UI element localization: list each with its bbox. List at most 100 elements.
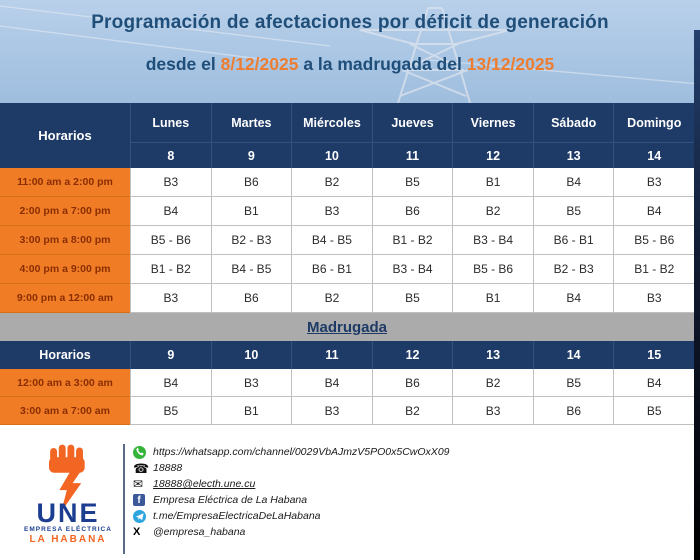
phone-contact: ☎ 18888: [133, 460, 450, 476]
une-city-line: LA HABANA: [29, 534, 107, 545]
block-cell: B5: [371, 284, 453, 313]
schedule-table: Horarios Lunes 8 Martes 9 Miércoles 10 J…: [0, 103, 695, 425]
block-cell: B6: [532, 397, 614, 425]
table-row: 4:00 pm a 9:00 pm B1 - B2 B4 - B5 B6 - B…: [0, 255, 695, 284]
table-row: 9:00 pm a 12:00 am B3 B6 B2 B5 B1 B4 B3: [0, 284, 695, 313]
block-cell: B3: [130, 284, 211, 313]
table-row: 3:00 pm a 8:00 pm B5 - B6 B2 - B3 B4 - B…: [0, 226, 695, 255]
email-icon: ✉: [133, 477, 144, 491]
block-cell: B3: [291, 397, 372, 425]
time-slot-label: 3:00 pm a 8:00 pm: [0, 226, 130, 255]
day-number: 14: [532, 341, 614, 369]
block-cell: B4: [130, 197, 211, 226]
day-header-sabado: Sábado 13: [532, 103, 614, 168]
block-cell: B2 - B3: [532, 255, 614, 284]
x-icon: X: [133, 526, 141, 538]
block-cell: B5: [532, 197, 614, 226]
time-slot-label: 3:00 am a 7:00 am: [0, 397, 130, 425]
day-number: 15: [613, 341, 694, 369]
day-header-row: Horarios Lunes 8 Martes 9 Miércoles 10 J…: [0, 103, 695, 168]
time-slot-label: 12:00 am a 3:00 am: [0, 369, 130, 397]
subtitle-prefix: desde el: [145, 54, 221, 74]
block-cell: B3 - B4: [452, 226, 533, 255]
day-header-lunes: Lunes 8: [130, 103, 211, 168]
time-slot-label: 9:00 pm a 12:00 am: [0, 284, 130, 313]
block-cell: B3: [452, 397, 533, 425]
une-company-line: EMPRESA ELÉCTRICA: [24, 526, 112, 533]
day-number: 13: [452, 341, 533, 369]
x-contact[interactable]: X @empresa_habana: [133, 524, 450, 540]
une-wordmark: UNE: [36, 498, 100, 528]
block-cell: B5: [371, 168, 453, 197]
title-banner: Programación de afectaciones por déficit…: [0, 0, 700, 103]
block-cell: B1 - B2: [130, 255, 211, 284]
pylon-graphic: [0, 5, 700, 103]
madrugada-header-row: Horarios 9 10 11 12 13 14 15: [0, 341, 694, 369]
block-cell: B3: [613, 284, 695, 313]
facebook-name[interactable]: Empresa Eléctrica de La Habana: [153, 494, 308, 506]
whatsapp-icon: [133, 445, 149, 459]
madrugada-title: Madrugada: [306, 318, 387, 336]
day-header-domingo: Domingo 14: [613, 103, 695, 168]
block-cell: B3 - B4: [371, 255, 453, 284]
table-row: 11:00 am a 2:00 pm B3 B6 B2 B5 B1 B4 B3: [0, 168, 695, 197]
day-header-jueves: Jueves 11: [371, 103, 453, 168]
block-cell: B6: [371, 197, 453, 226]
x-handle[interactable]: @empresa_habana: [153, 526, 246, 538]
day-header-viernes: Viernes 12: [452, 103, 533, 168]
table-row: 2:00 pm a 7:00 pm B4 B1 B3 B6 B2 B5 B4: [0, 197, 695, 226]
footer-divider: [123, 444, 125, 554]
start-date: 8/12/2025: [220, 54, 299, 74]
block-cell: B6 - B1: [291, 255, 372, 284]
block-cell: B6 - B1: [532, 226, 614, 255]
block-cell: B1: [452, 168, 533, 197]
time-slot-label: 4:00 pm a 9:00 pm: [0, 255, 130, 284]
day-header-martes: Martes 9: [210, 103, 292, 168]
block-cell: B4 - B5: [210, 255, 292, 284]
block-cell: B5 - B6: [130, 226, 211, 255]
day-header-miercoles: Miércoles 10: [291, 103, 372, 168]
contact-list: https://whatsapp.com/channel/0029VbAJmzV…: [133, 444, 450, 540]
day-number: 9: [130, 341, 211, 369]
whatsapp-contact[interactable]: https://whatsapp.com/channel/0029VbAJmzV…: [133, 444, 450, 460]
block-cell: B2: [291, 168, 372, 197]
facebook-contact[interactable]: f Empresa Eléctrica de La Habana: [133, 492, 450, 508]
block-cell: B6: [210, 168, 292, 197]
block-cell: B4: [291, 369, 372, 397]
block-cell: B1 - B2: [371, 226, 453, 255]
whatsapp-url[interactable]: https://whatsapp.com/channel/0029VbAJmzV…: [153, 446, 450, 458]
block-cell: B5: [613, 397, 695, 425]
subtitle-middle: a la madrugada del: [298, 54, 467, 74]
block-cell: B4: [613, 197, 695, 226]
time-slot-label: 11:00 am a 2:00 pm: [0, 168, 130, 197]
table-row: 3:00 am a 7:00 am B5 B1 B3 B2 B3 B6 B5: [0, 397, 695, 425]
email-contact[interactable]: ✉ 18888@electh.une.cu: [133, 476, 450, 492]
email-address[interactable]: 18888@electh.une.cu: [153, 478, 256, 490]
phone-number: 18888: [153, 462, 183, 474]
block-cell: B1 - B2: [613, 255, 695, 284]
une-fist-bolt-icon: [48, 444, 85, 512]
block-cell: B5 - B6: [613, 226, 695, 255]
block-cell: B4: [613, 369, 695, 397]
page-subtitle: desde el 8/12/2025 a la madrugada del 13…: [0, 54, 700, 75]
block-cell: B2: [452, 369, 533, 397]
block-cell: B1: [210, 397, 292, 425]
telegram-contact[interactable]: t.me/EmpresaElectricaDeLaHabana: [133, 508, 450, 524]
horarios-header-madrugada: Horarios: [39, 348, 91, 362]
block-cell: B6: [210, 284, 292, 313]
telegram-url[interactable]: t.me/EmpresaElectricaDeLaHabana: [153, 510, 321, 522]
block-cell: B2: [291, 284, 372, 313]
day-number: 10: [210, 341, 292, 369]
block-cell: B3: [130, 168, 211, 197]
telegram-icon: [133, 509, 149, 523]
page-title: Programación de afectaciones por déficit…: [91, 12, 609, 33]
block-cell: B4: [532, 284, 614, 313]
block-cell: B2: [452, 197, 533, 226]
block-cell: B5: [532, 369, 614, 397]
horarios-header: Horarios: [38, 128, 92, 143]
facebook-icon: f: [133, 494, 149, 506]
time-slot-label: 2:00 pm a 7:00 pm: [0, 197, 130, 226]
une-logo: UNE EMPRESA ELÉCTRICA LA HABANA: [18, 444, 118, 545]
block-cell: B6: [371, 369, 453, 397]
